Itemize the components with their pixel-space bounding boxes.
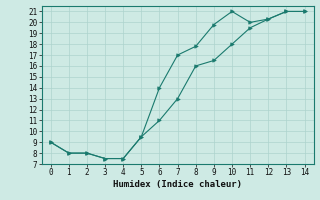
X-axis label: Humidex (Indice chaleur): Humidex (Indice chaleur) [113,180,242,189]
